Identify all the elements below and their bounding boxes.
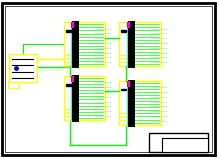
Bar — [74, 84, 77, 85]
Bar — [129, 36, 133, 38]
Bar — [162, 138, 208, 152]
Bar — [74, 48, 77, 50]
Bar — [74, 54, 77, 56]
Bar — [64, 76, 105, 120]
Bar — [129, 60, 133, 62]
Bar — [64, 22, 105, 66]
Bar — [74, 108, 77, 109]
Bar — [129, 89, 133, 90]
Bar — [129, 42, 133, 44]
Bar — [129, 119, 133, 120]
Bar — [74, 102, 77, 103]
Bar — [74, 96, 77, 97]
Bar — [121, 30, 126, 32]
Bar — [129, 101, 133, 102]
Bar — [74, 30, 77, 32]
Bar — [129, 48, 133, 50]
Bar — [121, 88, 126, 90]
Bar — [129, 30, 133, 32]
Bar — [129, 113, 133, 114]
Bar — [149, 133, 208, 152]
Bar — [74, 60, 77, 62]
Bar — [66, 84, 71, 86]
Bar — [74, 114, 77, 115]
Bar — [74, 36, 77, 38]
Bar — [74, 90, 77, 91]
Bar — [129, 54, 133, 56]
Bar — [129, 107, 133, 108]
Bar — [9, 54, 37, 82]
Bar — [66, 30, 71, 32]
Bar — [8, 82, 19, 88]
Bar — [74, 42, 77, 44]
Bar — [119, 22, 161, 66]
Bar — [119, 81, 161, 125]
Bar — [129, 95, 133, 96]
